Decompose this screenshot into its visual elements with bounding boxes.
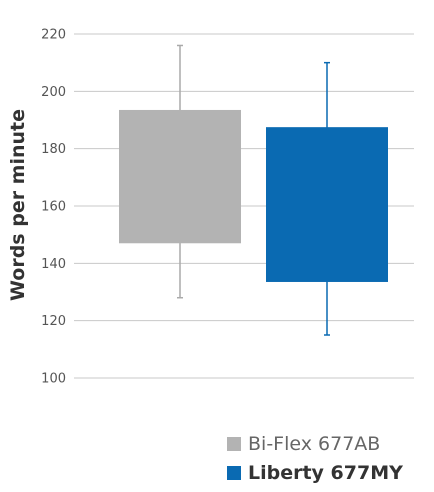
y-axis-ticks: 100 120 140 160 180 200 220 [41, 28, 66, 387]
y-tick-label: 120 [41, 314, 66, 329]
y-tick-label: 220 [41, 28, 66, 43]
y-tick-label: 200 [41, 85, 66, 100]
legend-swatch [227, 437, 241, 451]
series-layer [119, 44, 388, 336]
y-tick-label: 100 [41, 372, 66, 387]
y-tick-label: 180 [41, 142, 66, 157]
y-axis-label: Words per minute [7, 109, 29, 301]
legend-label: Liberty 677MY [248, 462, 403, 484]
y-tick-label: 140 [41, 257, 66, 272]
box-bi-flex [119, 109, 241, 244]
y-tick-label: 160 [41, 200, 66, 215]
box-liberty [266, 127, 388, 282]
legend-swatch [227, 466, 241, 480]
legend: Bi-Flex 677AB Liberty 677MY [227, 433, 403, 484]
legend-label: Bi-Flex 677AB [248, 433, 380, 455]
